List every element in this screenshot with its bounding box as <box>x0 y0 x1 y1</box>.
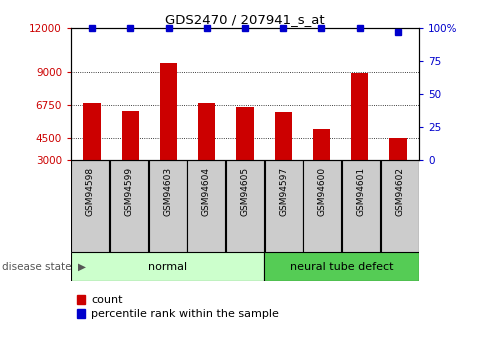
Text: GSM94597: GSM94597 <box>279 167 288 216</box>
Text: normal: normal <box>148 262 187 272</box>
Bar <box>83 103 100 160</box>
Bar <box>313 129 330 160</box>
Bar <box>226 160 264 252</box>
Bar <box>71 252 264 281</box>
Bar <box>381 160 418 252</box>
Bar <box>149 160 187 252</box>
Bar <box>303 160 341 252</box>
Bar <box>351 73 368 160</box>
Bar <box>160 63 177 160</box>
Title: GDS2470 / 207941_s_at: GDS2470 / 207941_s_at <box>165 13 325 27</box>
Bar <box>122 111 139 160</box>
Text: GSM94604: GSM94604 <box>202 167 211 216</box>
Bar <box>198 103 216 160</box>
Text: GSM94599: GSM94599 <box>124 167 134 216</box>
Bar <box>342 160 380 252</box>
Bar <box>264 252 419 281</box>
Text: GSM94603: GSM94603 <box>163 167 172 216</box>
Text: GSM94602: GSM94602 <box>395 167 404 216</box>
Bar <box>390 138 407 160</box>
Bar <box>265 160 303 252</box>
Text: disease state  ▶: disease state ▶ <box>2 262 86 272</box>
Text: GSM94598: GSM94598 <box>86 167 95 216</box>
Text: neural tube defect: neural tube defect <box>290 262 393 272</box>
Bar <box>236 107 254 160</box>
Text: GSM94600: GSM94600 <box>318 167 327 216</box>
Text: GSM94605: GSM94605 <box>241 167 249 216</box>
Bar <box>274 112 292 160</box>
Text: GSM94601: GSM94601 <box>356 167 366 216</box>
Bar <box>72 160 109 252</box>
Bar <box>110 160 148 252</box>
Legend: count, percentile rank within the sample: count, percentile rank within the sample <box>76 295 279 319</box>
Bar <box>187 160 225 252</box>
